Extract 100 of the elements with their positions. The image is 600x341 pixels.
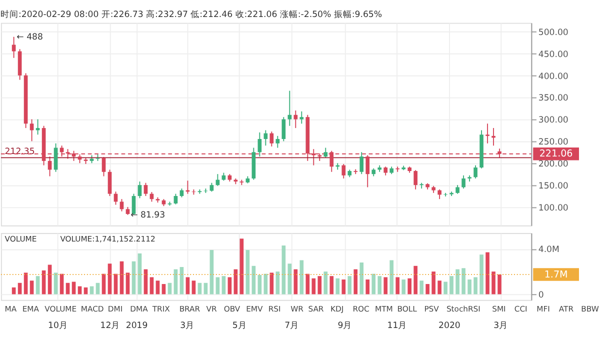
text: EMA: [22, 304, 40, 314]
bar: [438, 280, 442, 294]
x-tick-label: 2019: [126, 321, 148, 332]
y-tick-label: 350.00: [538, 94, 568, 104]
y-tick-label: 450.00: [538, 50, 568, 60]
x-tick-label: 3月: [494, 321, 508, 332]
y-tick-label: 150.00: [538, 181, 568, 192]
candlestick: [366, 154, 370, 188]
text: MACD: [80, 304, 104, 314]
bar: [276, 272, 280, 294]
text: SAR: [308, 304, 324, 314]
bar: [24, 272, 28, 294]
candlestick: [342, 164, 346, 179]
y-tick-label: 200.00: [538, 159, 568, 170]
bar: [288, 264, 292, 294]
candlestick: [486, 123, 490, 144]
bar: [312, 278, 316, 294]
text: PSV: [424, 304, 440, 314]
x-tick-label: 5月: [232, 321, 247, 332]
x-tick-label: 2020: [438, 321, 460, 332]
bar: [456, 269, 460, 294]
text: DMA: [130, 304, 149, 314]
bar: [300, 260, 304, 294]
bar: [432, 272, 436, 294]
text: BBW: [581, 304, 600, 314]
bar: [186, 277, 190, 294]
y-tick-label: 100.00: [538, 203, 568, 214]
candlestick: [462, 174, 466, 190]
bar: [252, 266, 256, 294]
bar: [372, 274, 376, 294]
text: RSI: [268, 304, 281, 314]
bar: [30, 280, 34, 294]
bar: [138, 253, 142, 294]
candlestick: [300, 110, 304, 124]
text: WR: [290, 304, 304, 314]
candlestick: [258, 132, 262, 158]
candlestick: [360, 152, 364, 175]
x-tick-label: 11月: [387, 321, 408, 332]
y-tick-label: 400.00: [538, 72, 568, 82]
y-tick-label: 500.00: [538, 28, 568, 38]
candlestick: [276, 135, 280, 148]
bar: [384, 277, 388, 294]
bar: [426, 284, 430, 294]
text: CCI: [514, 304, 528, 314]
bar: [474, 277, 478, 294]
bar: [324, 272, 328, 294]
x-tick-label: 9月: [338, 321, 352, 332]
text: VOLUME: [44, 304, 77, 314]
candlestick: [414, 170, 418, 190]
bar: [378, 276, 382, 294]
bar: [150, 277, 154, 294]
text: DMI: [108, 304, 123, 314]
bar: [318, 276, 322, 294]
ref-line-label: 1.7M: [544, 269, 568, 280]
candlestick: [54, 142, 58, 172]
y-tick-label: 0: [538, 290, 544, 301]
candlestick: [144, 182, 148, 196]
text: BOLL: [397, 304, 418, 314]
text: TRIX: [151, 304, 170, 314]
bar: [156, 280, 160, 294]
candlestick: [270, 131, 274, 147]
candlestick: [282, 116, 286, 142]
bar: [264, 274, 268, 294]
candlestick: [444, 192, 448, 197]
bar: [402, 279, 406, 294]
annotation: VOLUME: [4, 234, 37, 244]
bar: [342, 279, 346, 294]
bar: [222, 276, 226, 294]
bar: [270, 272, 274, 294]
candlestick: [204, 188, 208, 194]
annotation: ← 81.93: [130, 210, 166, 221]
candlestick: [120, 198, 124, 212]
bar: [366, 279, 370, 294]
candlestick: [30, 118, 34, 142]
bar: [282, 245, 286, 294]
bar: [480, 254, 484, 294]
x-tick-label: 10月: [48, 321, 68, 332]
text: OBV: [224, 304, 241, 314]
annotation: ← 488: [16, 32, 43, 43]
bar: [468, 279, 472, 294]
bar: [444, 282, 448, 294]
candlestick: [108, 169, 112, 196]
candlestick: [474, 164, 478, 179]
candlestick: [288, 90, 292, 126]
bar: [390, 260, 394, 294]
candlestick: [294, 110, 298, 129]
y-tick-label: 250.00: [538, 138, 568, 148]
annotation: VOLUME:1,741,152.2112: [60, 234, 156, 244]
bar: [126, 272, 130, 294]
candlestick: [174, 193, 178, 205]
text: ROC: [352, 304, 370, 314]
bar: [450, 276, 454, 294]
bar: [180, 267, 184, 294]
candlestick: [396, 166, 400, 172]
bar: [36, 276, 40, 294]
text: VR: [206, 304, 218, 314]
y-tick-label: 300.00: [538, 116, 568, 126]
candlestick: [138, 181, 142, 199]
text: EMV: [246, 304, 264, 314]
candlestick: [12, 36, 16, 58]
